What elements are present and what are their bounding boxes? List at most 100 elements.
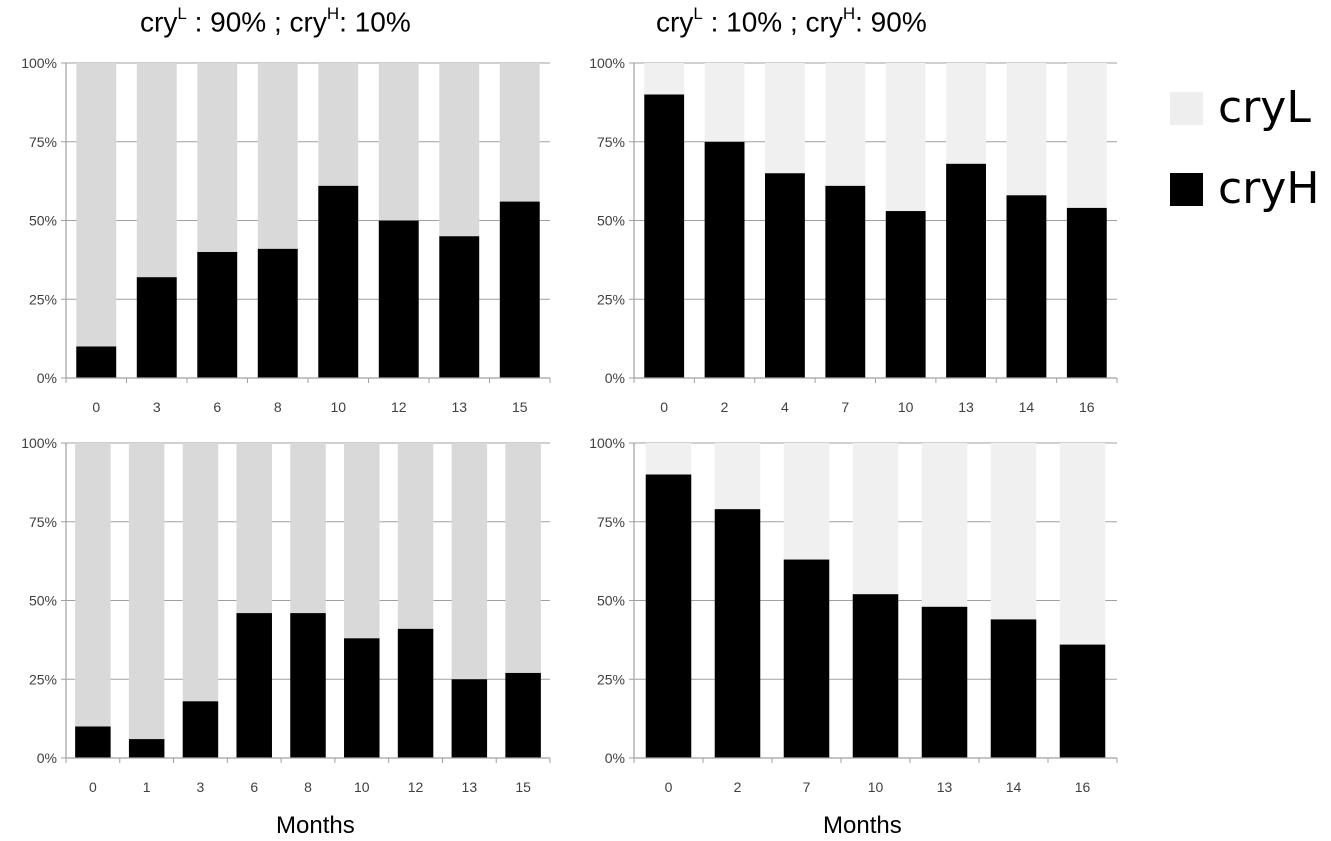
- x-tick-label: 7: [803, 779, 811, 795]
- title-left: cryL : 90% ; cryH: 10%: [140, 4, 411, 38]
- y-tick-label: 0%: [605, 370, 625, 386]
- x-tick-label: 7: [841, 399, 849, 415]
- bar-cryL: [136, 63, 177, 278]
- bar-cryL: [505, 443, 541, 673]
- y-tick-label: 25%: [597, 291, 625, 307]
- bar-cryH: [704, 141, 745, 378]
- chart-bottom-left: 0%25%50%75%100%0 1 3 6 8 10 12 13 15: [21, 435, 551, 795]
- bar-cryL: [704, 63, 745, 142]
- y-tick-label: 0%: [37, 370, 57, 386]
- x-tick-label: 13: [451, 399, 467, 415]
- bar-cryL: [885, 63, 926, 212]
- bar-cryH: [182, 701, 219, 758]
- bar-cryH: [290, 613, 326, 758]
- bar-cryH: [1059, 644, 1106, 758]
- y-tick-label: 50%: [29, 593, 57, 609]
- x-tick-label: 0: [92, 399, 100, 415]
- bar-cryL: [990, 443, 1037, 620]
- bar-cryH: [439, 236, 480, 378]
- chart-top-right: 0% 25% 50% 75% 100% 0 2 4 7 10 13 14 16: [589, 55, 1118, 415]
- x-tick-label: 15: [512, 399, 528, 415]
- x-tick-label: 10: [898, 399, 914, 415]
- x-tick-label: 0: [660, 399, 668, 415]
- title-right-sup-1: L: [693, 4, 703, 23]
- bar-cryH: [852, 594, 899, 758]
- x-tick-label: 2: [721, 399, 729, 415]
- bar-cryL: [1066, 63, 1107, 208]
- bar-cryL: [290, 443, 326, 614]
- x-tick-label: 13: [462, 779, 478, 795]
- x-tick-label: 16: [1079, 399, 1095, 415]
- bar-cryH: [645, 474, 692, 758]
- bar-cryL: [318, 63, 359, 186]
- bar-cryL: [946, 63, 986, 164]
- x-tick-label: 12: [391, 399, 407, 415]
- y-tick-label: 100%: [589, 435, 625, 451]
- bar-cryL: [197, 63, 238, 252]
- x-tick-label: 10: [354, 779, 370, 795]
- y-tick-label: 25%: [29, 671, 57, 687]
- bar-cryH: [714, 509, 761, 758]
- x-axis-title-left: Months: [276, 812, 355, 839]
- bar-cryH: [236, 613, 272, 758]
- x-tick-label: 2: [734, 779, 742, 795]
- legend-swatch-cryL: [1170, 92, 1203, 125]
- bar-cryL: [257, 63, 298, 249]
- bar-cryL: [714, 443, 761, 510]
- bar-cryH: [128, 739, 165, 758]
- bar-cryH: [499, 201, 540, 378]
- bar-cryH: [318, 185, 359, 378]
- x-tick-label: 10: [330, 399, 346, 415]
- bar-cryL: [765, 63, 805, 174]
- bar-cryL: [439, 63, 480, 237]
- bar-cryH: [75, 726, 111, 758]
- bar-cryH: [765, 173, 805, 378]
- bar-cryH: [1066, 207, 1107, 378]
- x-tick-label: 3: [153, 399, 161, 415]
- bar-cryL: [344, 443, 380, 639]
- bar-cryH: [197, 252, 238, 378]
- y-tick-label: 75%: [29, 134, 57, 150]
- bar-cryH: [885, 211, 926, 378]
- bar-cryL: [825, 63, 866, 186]
- bar-cryL: [128, 443, 165, 740]
- y-tick-label: 0%: [605, 750, 625, 766]
- chart-bottom-right: 0% 25% 50% 75% 100% 0 2 7 10 13 14 16: [589, 435, 1118, 795]
- legend-item-cryH: cryH: [1170, 163, 1331, 223]
- x-tick-label: 4: [781, 399, 789, 415]
- bar-cryL: [1059, 443, 1106, 645]
- title-left-sup-1: L: [177, 4, 187, 23]
- y-tick-label: 100%: [21, 55, 57, 71]
- x-tick-label: 13: [937, 779, 953, 795]
- bar-cryL: [378, 63, 419, 221]
- bar-cryL: [499, 63, 540, 202]
- title-right: cryL : 10% ; cryH: 90%: [656, 4, 927, 38]
- legend-label-cryH: cryH: [1218, 163, 1320, 214]
- bar-cryH: [344, 638, 380, 758]
- x-tick-label: 8: [304, 779, 312, 795]
- bar-cryH: [397, 628, 434, 758]
- bar-cryH: [990, 619, 1037, 758]
- x-tick-label: 14: [1019, 399, 1035, 415]
- bar-cryH: [946, 163, 986, 378]
- bar-cryL: [182, 443, 219, 702]
- y-tick-label: 100%: [589, 55, 625, 71]
- x-tick-label: 6: [213, 399, 221, 415]
- y-tick-label: 75%: [29, 514, 57, 530]
- y-tick-label: 100%: [21, 435, 57, 451]
- x-tick-label: 14: [1006, 779, 1022, 795]
- x-tick-label: 3: [197, 779, 205, 795]
- bar-cryH: [1006, 195, 1047, 378]
- x-tick-label: 12: [408, 779, 424, 795]
- bar-cryL: [645, 443, 692, 475]
- bar-cryL: [852, 443, 899, 595]
- bar-cryL: [75, 443, 111, 727]
- bar-cryH: [825, 185, 866, 378]
- legend-label-cryL: cryL: [1218, 82, 1311, 133]
- bar-cryL: [397, 443, 434, 629]
- y-tick-label: 50%: [597, 593, 625, 609]
- bar-cryH: [257, 248, 298, 378]
- y-tick-label: 25%: [597, 671, 625, 687]
- bar-cryL: [783, 443, 830, 560]
